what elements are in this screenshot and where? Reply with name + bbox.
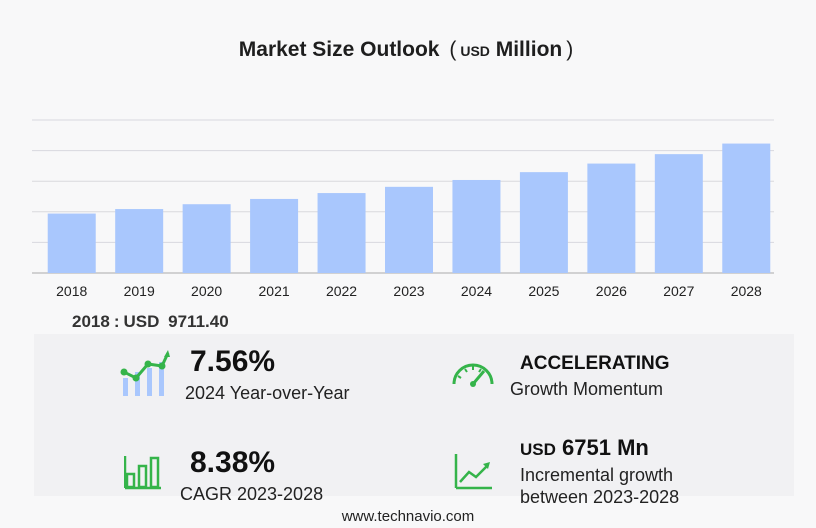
bar-2018 <box>47 213 96 273</box>
title-unit: USD <box>460 43 490 59</box>
x-tick-label: 2026 <box>596 283 627 299</box>
title-paren-close: ) <box>566 38 574 61</box>
incremental-label-1: Incremental growth <box>520 465 674 485</box>
base-value: 9711.40 <box>168 312 229 331</box>
trend-line-icon <box>454 454 492 490</box>
cagr-value: 8.38% <box>190 446 276 479</box>
momentum-label: Growth Momentum <box>510 379 664 399</box>
x-tick-label: 2022 <box>326 283 357 299</box>
bar-2021 <box>250 198 299 273</box>
base-sep: : <box>113 312 120 331</box>
bar-growth-icon <box>124 456 161 490</box>
incremental-currency: USD <box>520 440 556 459</box>
bar-2020 <box>182 204 231 273</box>
chart-title: Market Size Outlook (USD Million) <box>0 38 816 62</box>
speedometer-icon <box>452 363 494 387</box>
base-currency: USD <box>123 312 160 331</box>
base-year: 2018 <box>72 312 110 331</box>
bar-2025 <box>519 172 568 273</box>
x-tick-label: 2027 <box>663 283 694 299</box>
base-year-value: 2018: USD 9711.40 <box>72 312 233 332</box>
x-tick-label: 2019 <box>124 283 155 299</box>
title-text: Market Size Outlook <box>238 38 440 61</box>
title-unit-label: Million <box>495 38 563 61</box>
x-tick-label: 2028 <box>731 283 762 299</box>
bar-2022 <box>317 193 366 273</box>
stats-panel <box>34 334 794 496</box>
bar-2027 <box>654 154 703 273</box>
x-tick-label: 2023 <box>393 283 424 299</box>
bar-2028 <box>722 143 771 273</box>
x-tick-label: 2024 <box>461 283 492 299</box>
bar-2019 <box>115 209 164 273</box>
footer-site: www.technavio.com <box>341 508 475 525</box>
x-tick-label: 2021 <box>259 283 290 299</box>
cagr-label: CAGR 2023-2028 <box>180 484 324 504</box>
x-tick-label: 2018 <box>56 283 87 299</box>
incremental-label-2: between 2023-2028 <box>520 487 680 507</box>
title-paren-open: ( <box>449 38 457 61</box>
yoy-label: 2024 Year-over-Year <box>185 383 350 403</box>
growth-chart-icon <box>120 350 170 396</box>
bar-2023 <box>385 186 433 273</box>
yoy-value: 7.56% <box>190 345 276 378</box>
bar-chart: 2018 2019 2020 2021 2022 2023 2024 2025 2026 2027… <box>32 119 774 299</box>
x-tick-label: 2020 <box>191 283 222 299</box>
incremental-value: USD 6751 Mn <box>520 435 649 461</box>
bar-2024 <box>452 179 501 273</box>
bar-2026 <box>587 163 636 273</box>
momentum-value: ACCELERATING <box>520 353 670 374</box>
x-tick-label: 2025 <box>528 283 559 299</box>
incremental-amount: 6751 Mn <box>562 435 649 460</box>
